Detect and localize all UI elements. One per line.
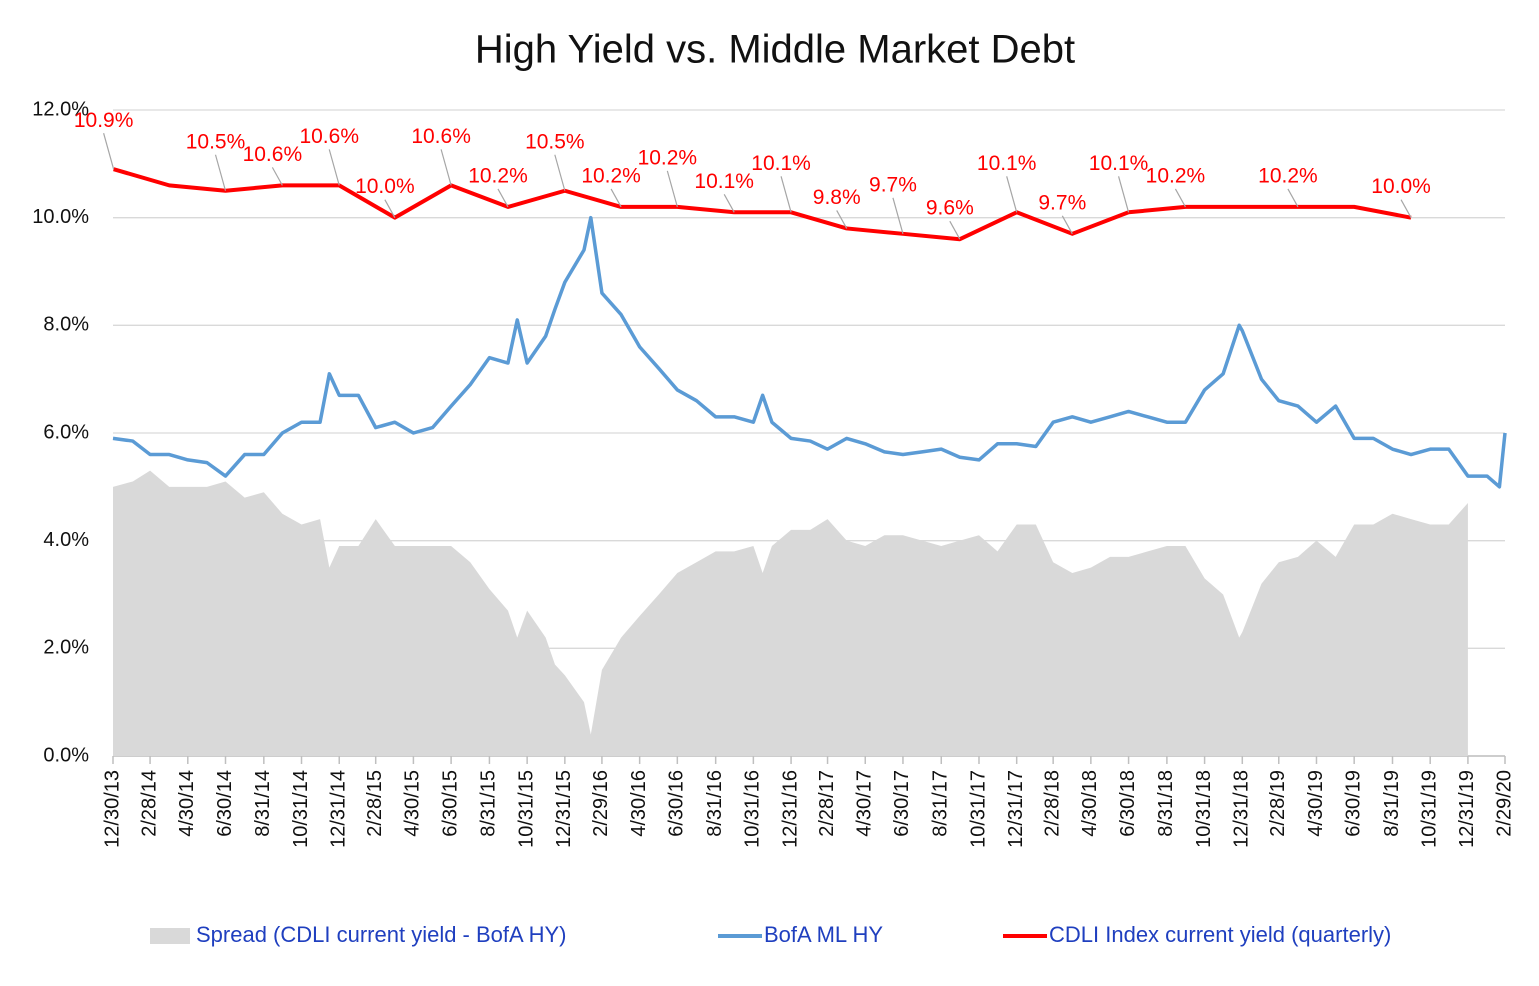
x-tick-label: 12/31/19 (1456, 770, 1478, 848)
label-leader (271, 167, 283, 186)
y-tick-label: 2.0% (43, 637, 89, 659)
x-tick-label: 4/30/14 (176, 770, 198, 837)
x-tick-label: 10/31/14 (290, 770, 312, 848)
x-tick-label: 4/30/19 (1305, 770, 1327, 837)
y-tick-label: 0.0% (43, 744, 89, 766)
x-tick-label: 12/30/13 (101, 770, 123, 848)
x-tick-label: 2/28/18 (1041, 770, 1063, 837)
label-leader (723, 193, 735, 213)
label-leader (780, 176, 792, 213)
label-leader (1174, 188, 1186, 208)
label-leader (1117, 176, 1130, 213)
x-tick-label: 8/31/16 (704, 770, 726, 837)
data-label: 10.6% (243, 143, 303, 166)
x-tick-label: 2/29/20 (1493, 770, 1515, 837)
label-leader (836, 210, 848, 229)
data-label: 10.6% (411, 125, 471, 148)
data-label: 10.5% (186, 130, 246, 153)
label-leader (328, 149, 340, 186)
x-tick-label: 8/31/14 (252, 770, 274, 837)
x-tick-label: 6/30/18 (1117, 770, 1139, 837)
x-tick-label: 6/30/14 (214, 770, 236, 837)
data-label: 10.5% (525, 130, 585, 153)
data-label: 10.2% (581, 164, 641, 187)
label-leader (103, 133, 115, 170)
x-tick-label: 10/31/18 (1193, 770, 1215, 848)
x-tick-label: 6/30/19 (1342, 770, 1364, 837)
x-tick-label: 2/28/17 (816, 770, 838, 837)
label-leader (610, 188, 622, 208)
x-tick-label: 8/31/19 (1381, 770, 1403, 837)
x-tick-label: 8/31/15 (478, 770, 500, 837)
data-label: 10.1% (977, 152, 1037, 175)
x-tick-label: 12/31/16 (779, 770, 801, 848)
legend-swatch (150, 928, 190, 944)
data-label: 9.7% (1038, 191, 1086, 214)
x-tick-label: 2/28/15 (364, 770, 386, 837)
label-leader (497, 188, 509, 208)
y-tick-label: 12.0% (32, 98, 89, 120)
x-tick-label: 12/31/17 (1005, 770, 1027, 848)
series-line (112, 215, 1507, 489)
data-label: 10.2% (1146, 164, 1206, 187)
x-tick-label: 2/29/16 (590, 770, 612, 837)
data-label: 9.7% (869, 173, 917, 196)
data-label: 10.1% (694, 170, 754, 193)
data-label: 10.2% (638, 146, 698, 169)
x-tick-label: 4/30/18 (1079, 770, 1101, 837)
data-label: 10.6% (299, 125, 359, 148)
label-leader (384, 199, 396, 218)
data-label: 10.0% (1371, 175, 1431, 198)
label-leader (1400, 199, 1412, 218)
x-tick-label: 6/30/15 (439, 770, 461, 837)
x-tick-label: 12/31/18 (1231, 770, 1253, 848)
label-leader (666, 170, 678, 208)
x-tick-label: 4/30/16 (628, 770, 650, 837)
x-tick-label: 6/30/16 (666, 770, 688, 837)
data-label: 10.1% (1089, 152, 1149, 175)
legend-label: Spread (CDLI current yield - BofA HY) (196, 922, 566, 947)
data-label: 9.8% (813, 186, 861, 209)
y-tick-label: 4.0% (43, 529, 89, 551)
x-tick-label: 10/31/16 (742, 770, 764, 848)
chart-title: High Yield vs. Middle Market Debt (475, 28, 1075, 72)
label-leader (440, 149, 452, 186)
data-label: 10.9% (74, 109, 134, 132)
x-tick-label: 6/30/17 (891, 770, 913, 837)
x-tick-label: 4/30/15 (402, 770, 424, 837)
x-tick-label: 8/31/17 (930, 770, 952, 837)
spread-area (113, 470, 1468, 756)
x-tick-label: 12/31/14 (328, 770, 350, 848)
x-tick-label: 2/28/19 (1267, 770, 1289, 837)
x-tick-label: 8/31/18 (1155, 770, 1177, 837)
y-tick-label: 10.0% (32, 206, 89, 228)
label-leader (214, 154, 227, 191)
label-leader (949, 220, 961, 240)
label-leader (892, 197, 904, 234)
label-leader (1006, 176, 1018, 213)
x-tick-label: 10/31/15 (515, 770, 537, 848)
y-tick-label: 6.0% (43, 421, 89, 443)
data-label: 10.2% (468, 164, 528, 187)
x-tick-label: 12/31/15 (553, 770, 575, 848)
label-leader (1061, 215, 1073, 235)
x-tick-label: 10/31/19 (1418, 770, 1440, 848)
data-label: 9.6% (926, 197, 974, 220)
x-tick-label: 10/31/17 (967, 770, 989, 848)
data-label: 10.1% (751, 152, 811, 175)
legend-label: CDLI Index current yield (quarterly) (1049, 922, 1391, 947)
x-tick-label: 2/28/14 (138, 770, 160, 837)
legend-label: BofA ML HY (764, 922, 883, 947)
label-leader (1287, 188, 1299, 208)
label-leader (554, 154, 566, 191)
series-line (113, 167, 1412, 242)
x-tick-label: 4/30/17 (854, 770, 876, 837)
data-label: 10.2% (1258, 164, 1318, 187)
data-label: 10.0% (355, 175, 415, 198)
y-tick-label: 8.0% (43, 314, 89, 336)
